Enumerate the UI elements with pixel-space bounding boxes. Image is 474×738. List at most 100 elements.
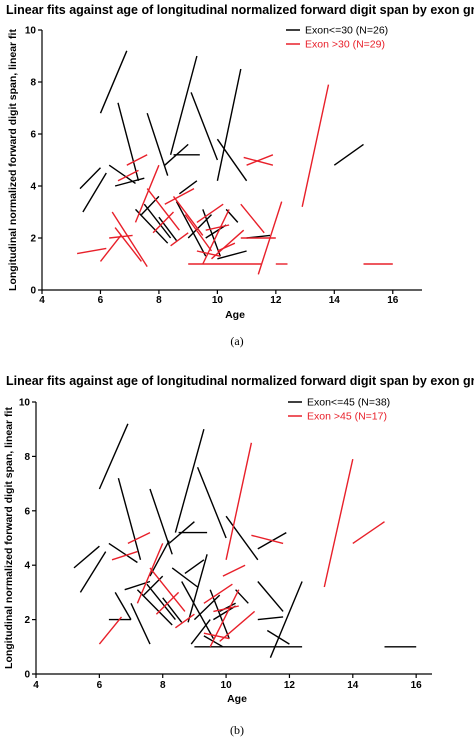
subfigure-caption: (b) [230,723,244,737]
y-tick-label: 10 [25,26,37,37]
fit-line-segment [114,592,132,620]
x-tick-label: 10 [212,295,224,306]
y-tick-label: 4 [24,561,30,572]
fit-line-segment [203,583,233,604]
fit-line-segment [184,214,213,252]
x-tick-label: 8 [156,295,162,306]
fit-line-segment [196,203,224,223]
subfigure-caption: (a) [230,334,243,348]
y-tick-label: 0 [24,670,30,681]
fit-line-segment [217,242,236,252]
y-tick-label: 0 [30,286,36,297]
fit-line-segment [73,545,100,569]
fit-line-segment [251,534,284,545]
fit-line-segment [174,429,205,533]
fit-line-segment [172,195,204,236]
fit-line-segment [146,583,176,621]
fit-line-segment [209,589,240,648]
fit-line-segment [174,613,195,629]
fit-line-segment [202,209,230,265]
fit-line-segment [117,102,140,181]
fit-line-segment [76,247,107,255]
fit-line-segment [333,143,364,166]
fit-line-segment [170,232,189,247]
fit-line-segment [152,211,174,234]
fit-line-segment [158,216,178,242]
fit-line-segment [98,423,129,490]
fit-line-segment [162,597,183,623]
fit-line-segment [117,169,139,182]
fit-line-segment [246,154,274,166]
y-tick-label: 2 [24,615,30,626]
fit-line-segment [82,172,107,213]
fit-line-segment [181,581,215,639]
fit-line-segment [171,567,199,588]
x-tick-label: 12 [270,295,282,306]
fit-line-segment [222,564,246,577]
fit-line-segment [257,616,284,621]
fit-line-segment [240,203,265,234]
fit-line-segment [149,540,170,577]
fit-line-segment [266,629,290,645]
fit-line-segment [216,138,248,182]
legend-entry: Exon >45 (N=17) [307,411,387,423]
fit-line-segment [149,488,173,555]
y-axis-label: Longitudinal normalized forward digit sp… [3,407,15,669]
fit-line-segment [323,458,354,588]
fit-line-segment [146,188,180,231]
fit-line-segment [187,554,208,623]
fit-line-segment [111,550,138,561]
y-tick-label: 6 [30,130,36,141]
x-tick-label: 10 [221,680,233,691]
x-tick-label: 6 [97,680,103,691]
chart-panel-0: Linear fits against age of longitudinal … [6,3,474,348]
fit-line-segment [217,250,247,260]
fit-line-segment [178,180,198,195]
fit-line-segment [79,167,101,190]
y-tick-label: 2 [30,234,36,245]
fit-line-segment [143,203,172,239]
fit-line-segment [127,531,151,545]
fit-line-segment [98,616,123,645]
y-tick-label: 6 [24,506,30,517]
chart-title: Linear fits against age of longitudinal … [6,374,474,388]
x-axis-label: Age [227,693,247,705]
fit-line-segment [108,164,136,184]
fit-line-segment [111,211,148,267]
fit-line-segment [213,605,239,613]
fit-line-segment [117,478,142,560]
y-tick-label: 8 [24,452,30,463]
x-tick-label: 16 [411,680,423,691]
fit-line-segment [209,589,230,639]
y-tick-label: 10 [19,398,31,409]
x-tick-label: 16 [387,295,399,306]
x-tick-label: 8 [160,680,166,691]
fit-line-segment [114,227,142,262]
x-tick-label: 4 [39,295,45,306]
chart-title: Linear fits against age of longitudinal … [6,3,474,17]
fit-line-segment [190,92,219,161]
x-tick-label: 6 [98,295,104,306]
fit-line-segment [257,201,283,275]
fit-line-segment [155,591,180,615]
fit-line-segment [269,581,303,658]
fit-line-segment [187,214,212,239]
legend-entry: Exon<=30 (N=26) [305,25,388,37]
fit-line-segment [225,515,259,561]
fit-line-segment [216,68,242,181]
legend-entry: Exon<=45 (N=38) [307,397,390,409]
fit-line-segment [352,521,385,544]
series-red [76,84,393,275]
fit-line-segment [202,209,221,257]
fit-line-segment [164,187,195,205]
fit-line-segment [136,589,173,626]
fit-line-segment [205,224,227,239]
fit-line-segment [175,201,207,257]
fit-line-segment [108,542,138,564]
fit-line-segment [190,619,211,645]
x-tick-label: 4 [33,680,39,691]
fit-line-segment [130,603,151,645]
x-tick-label: 14 [329,295,341,306]
fit-line-segment [225,442,253,560]
